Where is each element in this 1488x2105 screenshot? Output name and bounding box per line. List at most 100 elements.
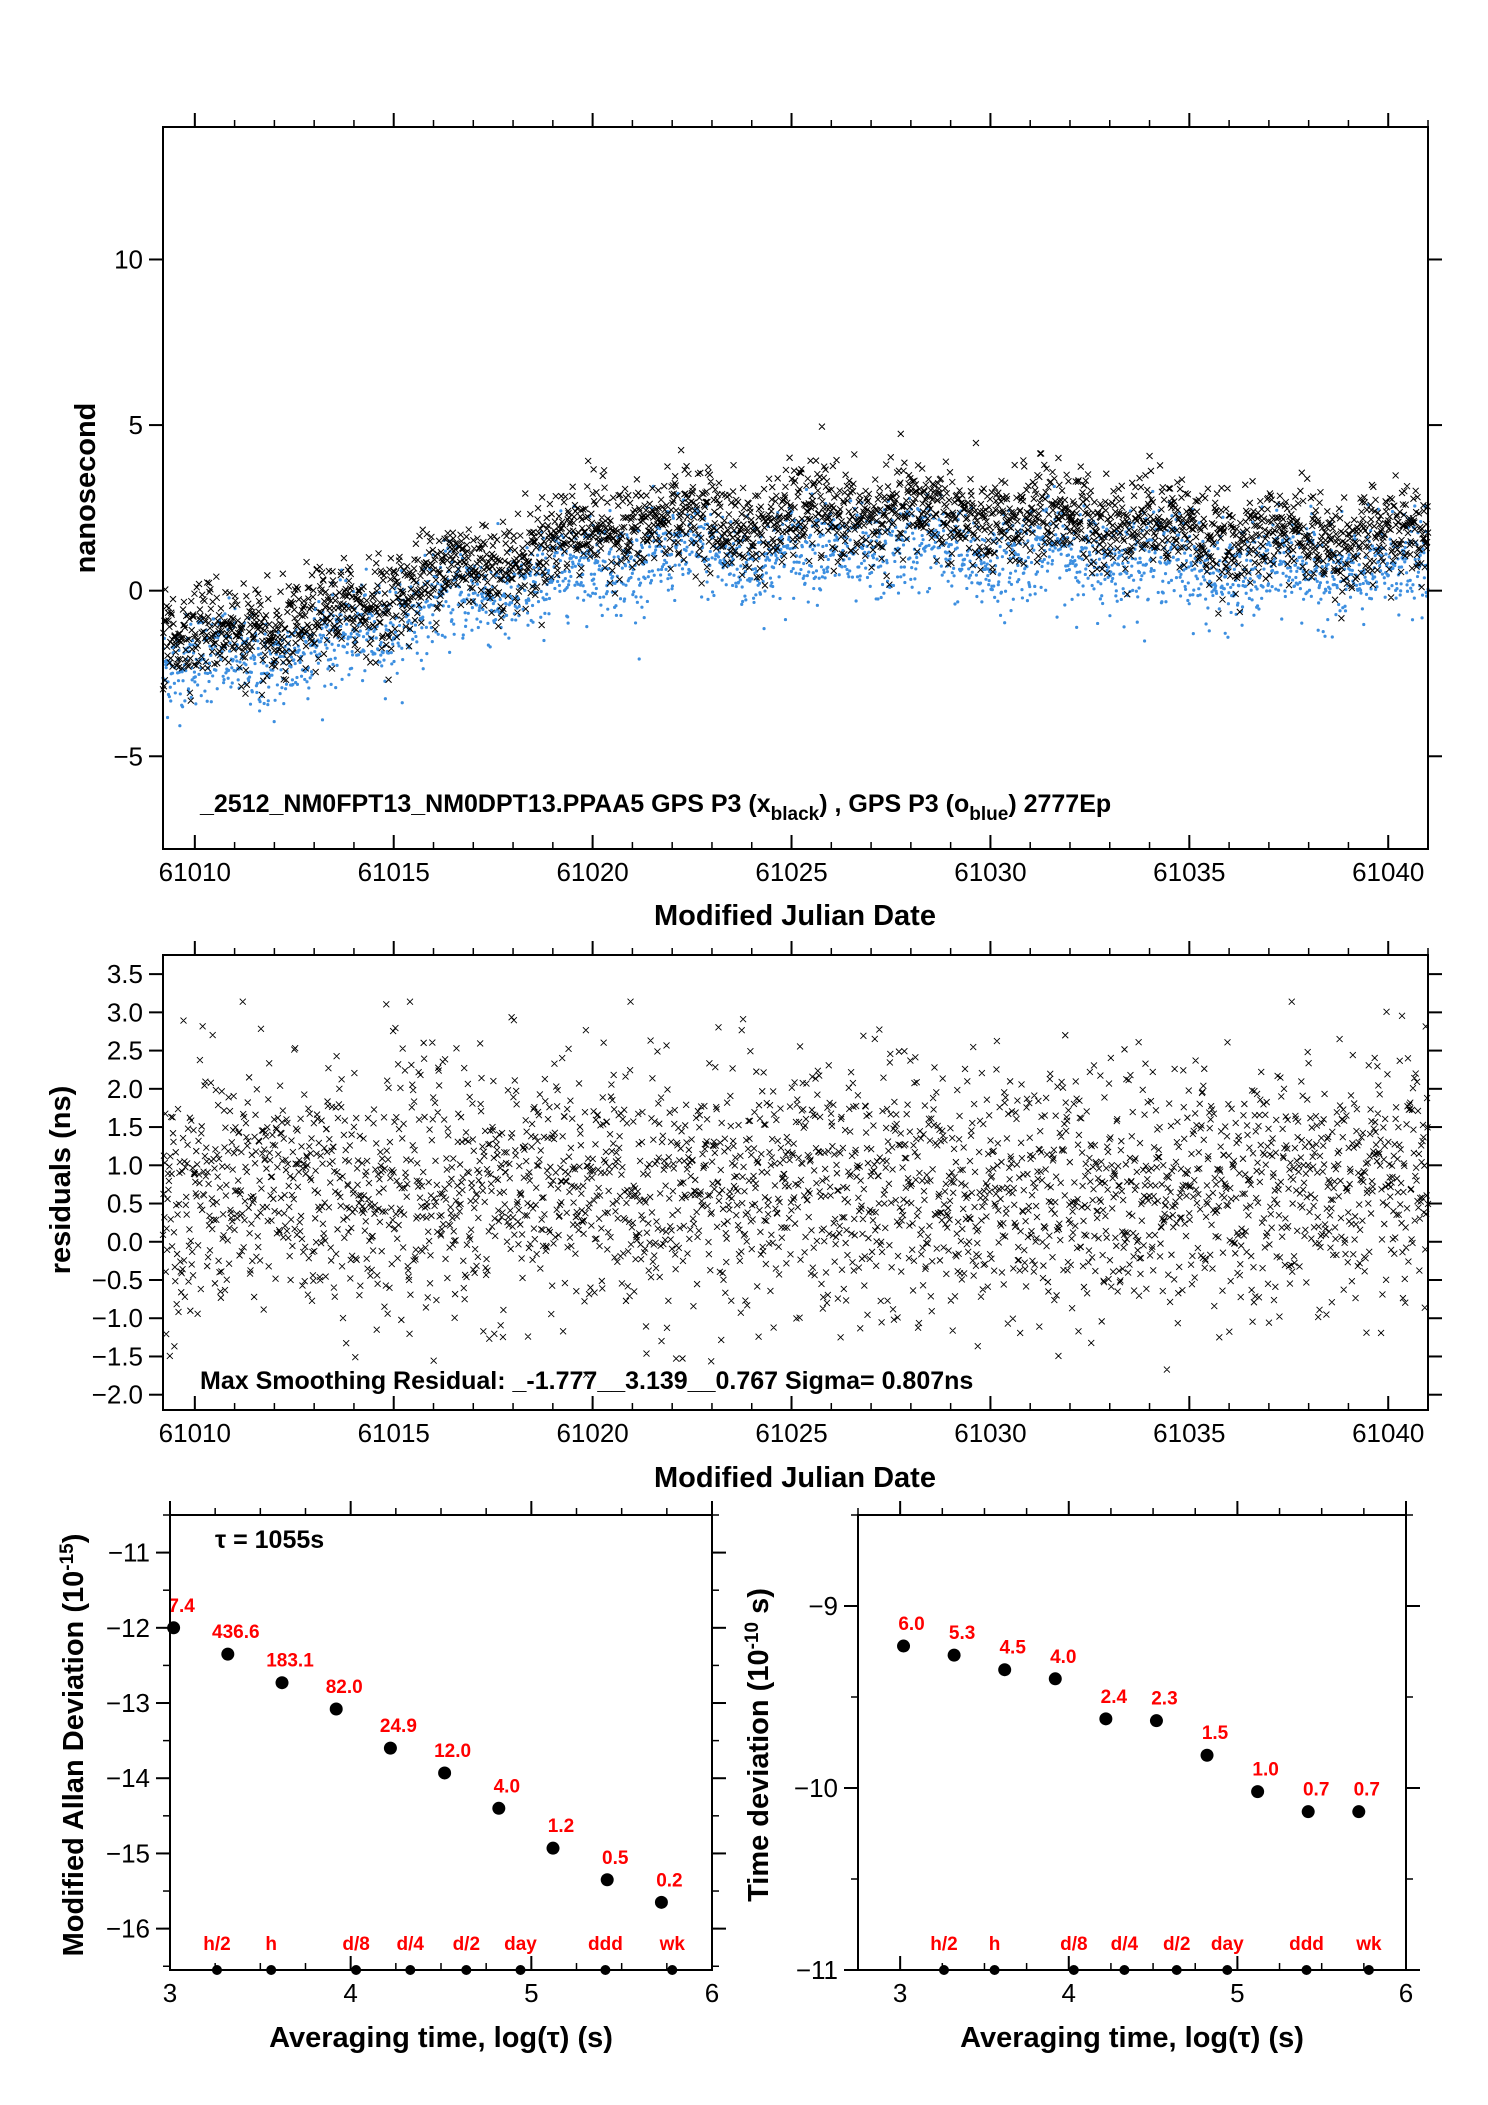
y-tick-label: −9	[808, 1591, 838, 1621]
y-tick-label: −15	[106, 1838, 150, 1868]
y-tick-label: −12	[106, 1613, 150, 1643]
tau-note: τ = 1055s	[215, 1526, 324, 1554]
y-tick-label: −11	[796, 1955, 838, 1985]
deviation-point-label: 5.3	[949, 1623, 975, 1644]
deviation-point-label: 24.9	[380, 1716, 417, 1737]
y-tick-label: 3.5	[107, 959, 143, 989]
interval-marker-label: h	[265, 1934, 277, 1955]
deviation-point-label: 0.5	[602, 1848, 629, 1869]
residuals-annotation: Max Smoothing Residual: _-1.777__3.139__…	[200, 1367, 973, 1395]
y-tick-label: −16	[106, 1914, 150, 1944]
x-tick-label: 61025	[755, 1418, 827, 1448]
y-tick-label: −5	[113, 741, 143, 771]
deviation-point	[897, 1639, 911, 1653]
deviation-point-label: 183.1	[266, 1651, 314, 1672]
y-tick-label: −11	[108, 1538, 150, 1568]
residuals-xlabel: Modified Julian Date	[654, 1462, 936, 1494]
deviation-point-label: 1.2	[548, 1816, 574, 1837]
deviation-point-label: 0.2	[656, 1870, 682, 1891]
deviation-point	[947, 1648, 961, 1662]
time-deviation-marks: 6.0 5.3 4.5 4.0 2.4 2.3 1.5 1.0 0.7 0.7 h/2 h d/8 d/4…	[897, 1614, 1382, 1975]
time-series-ylabel: nanosecond	[70, 403, 102, 574]
interval-marker-label: d/2	[1163, 1934, 1190, 1955]
deviation-point	[1200, 1748, 1214, 1762]
deviation-point	[546, 1841, 560, 1855]
residuals-frame	[162, 954, 1429, 1411]
interval-marker-label: d/8	[1060, 1934, 1087, 1955]
x-tick-label: 61015	[358, 1418, 430, 1448]
deviation-point	[438, 1766, 452, 1780]
deviation-point	[221, 1647, 235, 1661]
x-tick-label: 4	[1062, 1978, 1076, 2008]
allan-deviation-panel: 7.4 436.6 183.1 82.0 24.9 12.0 4.0 1.2 0.5 0.2 h/2…	[57, 1501, 726, 2054]
residual-cross-points	[159, 998, 1432, 1379]
time-deviation-panel: 6.0 5.3 4.5 4.0 2.4 2.3 1.5 1.0 0.7 0.7 h/2 h d/8 d/4…	[742, 1501, 1420, 2054]
deviation-point	[1352, 1805, 1366, 1819]
x-tick-label: 3	[163, 1978, 177, 2008]
interval-marker-label: d/8	[342, 1934, 369, 1955]
interval-marker-label: h/2	[203, 1934, 230, 1955]
x-tick-label: 61025	[755, 857, 827, 887]
interval-marker-label: d/2	[453, 1934, 480, 1955]
deviation-point-label: 2.4	[1101, 1687, 1128, 1708]
deviation-point-label: 7.4	[168, 1596, 195, 1617]
deviation-point-label: 0.7	[1303, 1780, 1329, 1801]
x-tick-label: 61015	[358, 857, 430, 887]
time-deviation-ylabel: Time deviation (10-10 s)	[742, 1588, 775, 1902]
interval-marker-label: d/4	[1111, 1934, 1139, 1955]
deviation-point	[654, 1895, 668, 1909]
x-tick-label: 5	[1230, 1978, 1244, 2008]
x-tick-label: 61035	[1153, 857, 1225, 887]
interval-marker-label: h/2	[930, 1934, 957, 1955]
x-tick-label: 61040	[1352, 857, 1424, 887]
x-tick-label: 61030	[954, 857, 1026, 887]
y-tick-label: 10	[114, 244, 143, 274]
y-tick-label: 0.5	[107, 1189, 143, 1219]
deviation-point	[492, 1801, 506, 1815]
y-tick-label: 3.0	[107, 997, 143, 1027]
allan-deviation-ylabel: Modified Allan Deviation (10-15)	[57, 1534, 90, 1957]
deviation-point	[600, 1873, 614, 1887]
deviation-point-label: 12.0	[434, 1741, 471, 1762]
x-tick-label: 61020	[556, 1418, 628, 1448]
deviation-point	[1099, 1712, 1113, 1726]
residuals-ylabel: residuals (ns)	[45, 1086, 77, 1275]
interval-marker-label: ddd	[588, 1934, 623, 1955]
time-deviation-xlabel: Averaging time, log(τ) (s)	[960, 2022, 1304, 2054]
y-tick-label: 2.5	[107, 1036, 143, 1066]
y-tick-label: −10	[794, 1773, 838, 1803]
deviation-point-label: 2.3	[1151, 1689, 1177, 1710]
series-blue-dot-points	[161, 484, 1430, 728]
deviation-point-label: 6.0	[898, 1614, 924, 1635]
time-series-xlabel: Modified Julian Date	[654, 900, 936, 932]
x-tick-label: 61035	[1153, 1418, 1225, 1448]
y-tick-label: 5	[129, 410, 143, 440]
interval-marker-label: h	[989, 1934, 1001, 1955]
deviation-point	[1149, 1714, 1163, 1728]
y-tick-label: 0.0	[107, 1227, 143, 1257]
x-tick-label: 61030	[954, 1418, 1026, 1448]
time-series-panel: 61010 61015 61020 61025 61030 61035 61040 10 5 0 −…	[70, 113, 1442, 932]
time-series-marks	[159, 423, 1432, 728]
time-series-ticks: 61010 61015 61020 61025 61030 61035 61040 10 5 0 −…	[113, 113, 1442, 887]
residuals-ticks: 61010 61015 61020 61025 61030 61035 61040 3.5 3.…	[92, 941, 1442, 1448]
time-series-annotation: _2512_NM0FPT13_NM0DPT13.PPAA5 GPS P3 (xb…	[199, 790, 1111, 825]
interval-marker-label: day	[504, 1934, 537, 1955]
y-tick-label: −1.0	[92, 1303, 143, 1333]
deviation-point	[329, 1702, 343, 1716]
y-tick-label: 1.5	[107, 1112, 143, 1142]
deviation-point	[1251, 1785, 1265, 1799]
allan-deviation-marks: 7.4 436.6 183.1 82.0 24.9 12.0 4.0 1.2 0.5 0.2 h/2…	[167, 1596, 685, 1975]
deviation-point-label: 1.5	[1202, 1723, 1229, 1744]
y-tick-label: −0.5	[92, 1265, 143, 1295]
y-tick-label: 1.0	[107, 1150, 143, 1180]
interval-marker-label: day	[1211, 1934, 1244, 1955]
x-tick-label: 5	[524, 1978, 538, 2008]
deviation-point	[1301, 1805, 1315, 1819]
interval-marker-label: ddd	[1289, 1934, 1324, 1955]
deviation-point	[998, 1663, 1012, 1677]
deviation-point-label: 1.0	[1252, 1760, 1278, 1781]
interval-marker-label: wk	[1355, 1934, 1382, 1955]
y-tick-label: −14	[106, 1763, 150, 1793]
deviation-point	[275, 1676, 289, 1690]
